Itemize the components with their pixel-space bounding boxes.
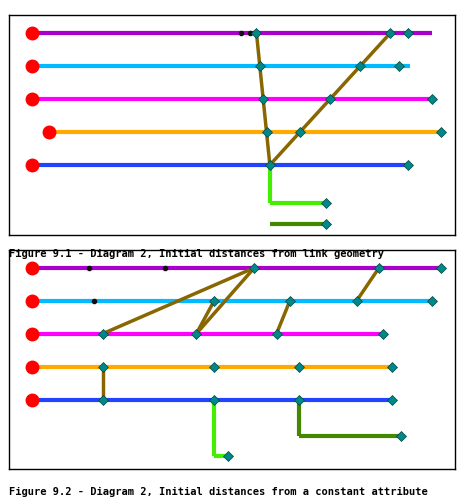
Text: Figure 9.1 - Diagram 2, Initial distances from link geometry: Figure 9.1 - Diagram 2, Initial distance… [9, 249, 383, 258]
Text: Figure 9.2 - Diagram 2, Initial distances from a constant attribute: Figure 9.2 - Diagram 2, Initial distance… [9, 487, 427, 497]
